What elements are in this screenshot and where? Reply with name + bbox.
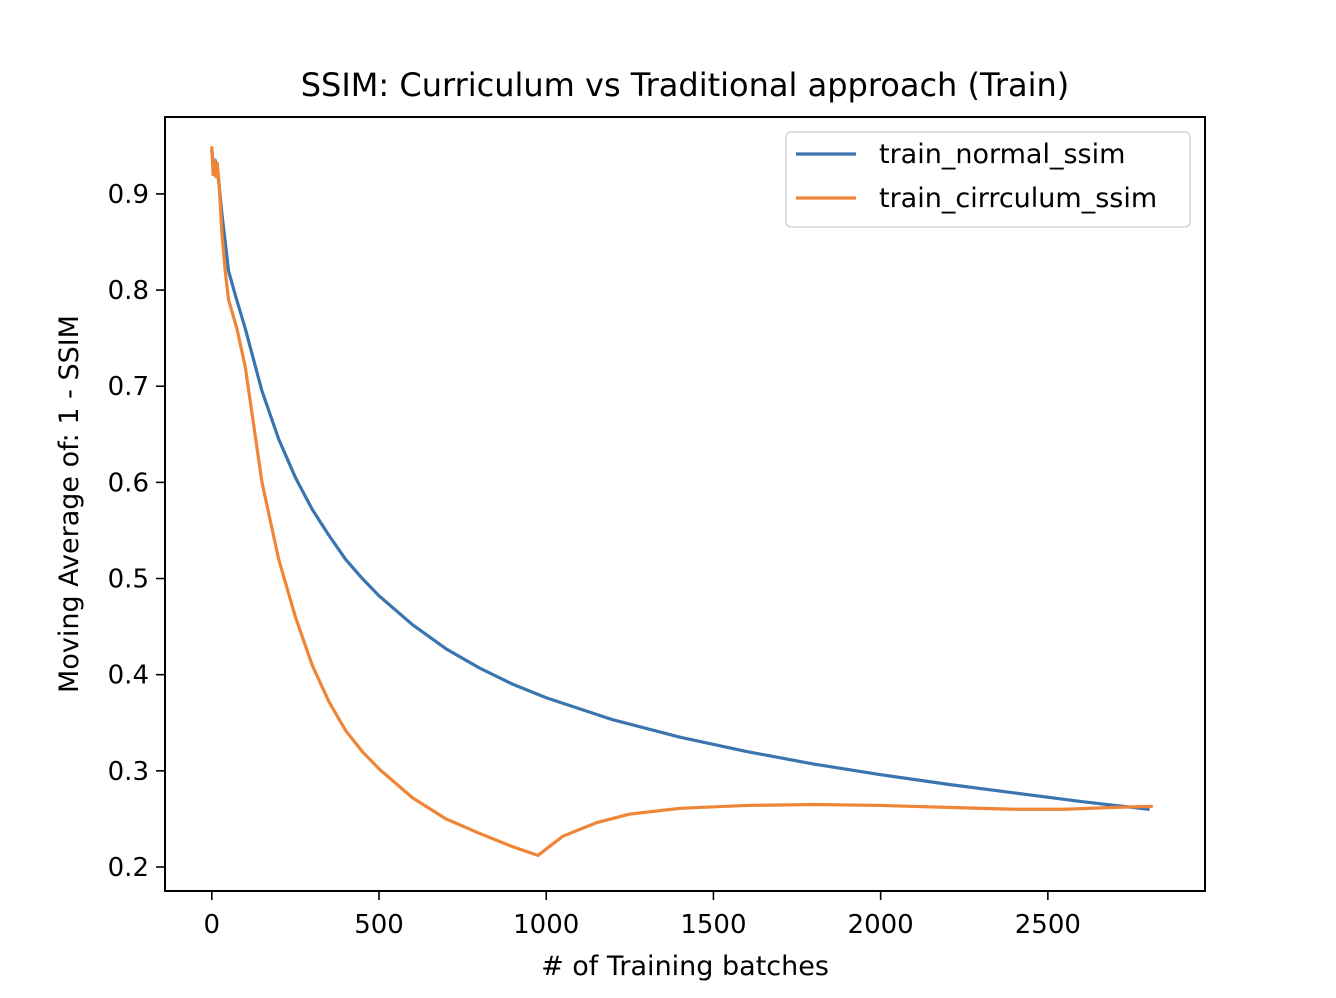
series-line-train-normal-ssim	[210, 149, 1150, 811]
x-tick-label-0: 0	[204, 910, 221, 940]
y-tick-label-4: 0.6	[108, 468, 149, 498]
y-tick-label-0: 0.2	[108, 853, 149, 883]
y-tick-label-6: 0.8	[108, 276, 149, 306]
series-lines	[210, 146, 1154, 858]
y-tick-label-1: 0.3	[108, 757, 149, 787]
chart-title: SSIM: Curriculum vs Traditional approach…	[301, 66, 1070, 104]
legend-label-1: train_cirrculum_ssim	[879, 183, 1157, 214]
y-axis-ticks: 0.2 0.3 0.4 0.5 0.6 0.7 0.8 0.9	[108, 180, 165, 883]
y-tick-label-3: 0.5	[108, 565, 149, 595]
legend-label-0: train_normal_ssim	[879, 139, 1125, 170]
legend: train_normal_ssim train_cirrculum_ssim	[785, 131, 1191, 228]
x-tick-label-4: 2000	[848, 910, 914, 940]
x-axis-label: # of Training batches	[541, 951, 829, 982]
x-tick-label-5: 2500	[1015, 910, 1081, 940]
y-tick-label-5: 0.7	[108, 372, 149, 402]
y-tick-label-7: 0.9	[108, 180, 149, 210]
y-tick-label-2: 0.4	[108, 661, 149, 691]
x-tick-label-3: 1500	[680, 910, 746, 940]
x-tick-label-1: 500	[354, 910, 404, 940]
x-tick-label-2: 1000	[513, 910, 579, 940]
plot-frame	[164, 116, 1206, 892]
legend-box	[785, 131, 1191, 228]
x-axis-ticks: 0 500 1000 1500 2000 2500	[204, 891, 1081, 940]
series-line-train-cirrculum-ssim	[210, 146, 1154, 858]
y-axis-label: Moving Average of: 1 - SSIM	[54, 315, 85, 693]
